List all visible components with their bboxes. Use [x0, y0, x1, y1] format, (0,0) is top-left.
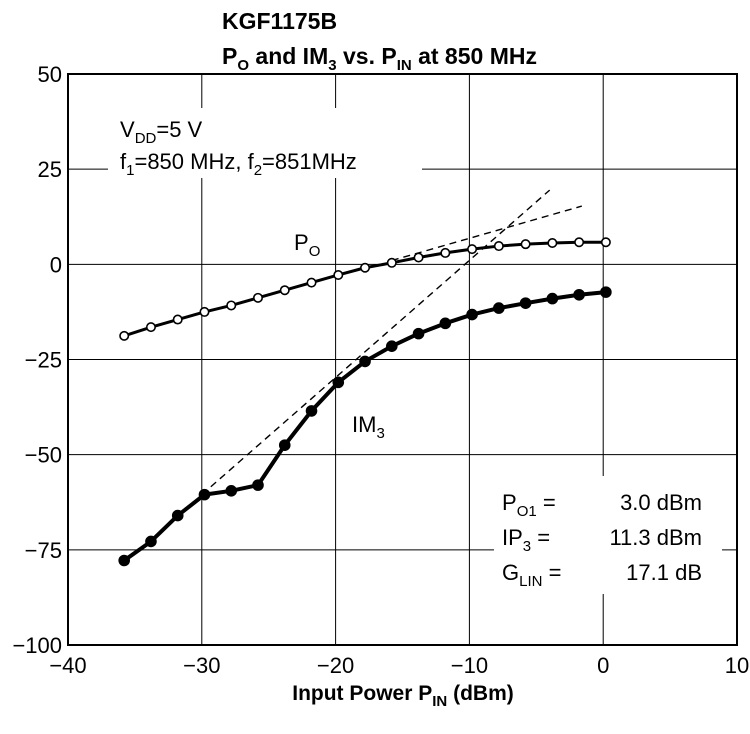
series-point-P_O-15 — [521, 240, 529, 248]
series-point-P_O-11 — [414, 253, 422, 261]
series-point-IM_3-10 — [387, 341, 397, 351]
x-tick-label-5: 10 — [725, 653, 749, 678]
x-tick-label-3: −10 — [451, 653, 488, 678]
y-tick-label-2: 0 — [50, 252, 62, 277]
y-tick-label-0: 50 — [38, 62, 62, 87]
extrapolation-line-0 — [392, 206, 582, 260]
y-tick-label-3: −25 — [25, 348, 62, 373]
series-point-IM_3-0 — [119, 555, 129, 565]
series-line-P_O — [124, 242, 606, 336]
series-point-IM_3-3 — [199, 490, 209, 500]
series-point-IM_3-9 — [360, 356, 370, 366]
series-point-IM_3-16 — [547, 294, 557, 304]
series-point-P_O-17 — [575, 238, 583, 246]
series-point-P_O-3 — [200, 308, 208, 316]
x-tick-label-1: −30 — [183, 653, 220, 678]
series-point-P_O-0 — [120, 332, 128, 340]
series-point-P_O-4 — [227, 301, 235, 309]
x-tick-label-2: −20 — [317, 653, 354, 678]
extrapolation-line-1 — [202, 190, 550, 495]
series-point-P_O-1 — [147, 323, 155, 331]
series-point-IM_3-8 — [333, 377, 343, 387]
y-tick-label-1: 25 — [38, 157, 62, 182]
y-tick-label-6: −100 — [12, 633, 62, 658]
series-point-P_O-18 — [602, 238, 610, 246]
series-point-IM_3-17 — [574, 290, 584, 300]
x-axis-label: Input Power PIN (dBm) — [292, 682, 514, 710]
series-point-P_O-8 — [334, 271, 342, 279]
result-value-2: 17.1 dB — [626, 560, 702, 585]
series-point-P_O-2 — [174, 315, 182, 323]
series-point-P_O-12 — [441, 249, 449, 257]
y-tick-label-5: −75 — [25, 538, 62, 563]
series-point-P_O-5 — [254, 294, 262, 302]
result-value-0: 3.0 dBm — [620, 490, 702, 515]
series-point-P_O-16 — [548, 239, 556, 247]
series-point-IM_3-18 — [601, 287, 611, 297]
series-point-IM_3-6 — [280, 440, 290, 450]
series-point-IM_3-14 — [494, 303, 504, 313]
chart-title-line2: PO and IM3 vs. PIN at 850 MHz — [222, 43, 537, 74]
series-point-IM_3-7 — [307, 406, 317, 416]
series-point-IM_3-5 — [253, 480, 263, 490]
series-point-IM_3-15 — [521, 298, 531, 308]
series-point-IM_3-12 — [440, 318, 450, 328]
series-point-P_O-10 — [388, 259, 396, 267]
series-label-im3: IM3 — [352, 412, 385, 442]
series-point-P_O-13 — [468, 245, 476, 253]
series-point-P_O-14 — [495, 242, 503, 250]
series-point-IM_3-1 — [146, 536, 156, 546]
series-point-IM_3-2 — [173, 511, 183, 521]
result-value-1: 11.3 dBm — [609, 525, 702, 550]
series-point-IM_3-4 — [226, 486, 236, 496]
series-point-IM_3-11 — [414, 329, 424, 339]
y-tick-label-4: −50 — [25, 443, 62, 468]
chart-title-line1: KGF1175B — [222, 8, 337, 34]
series-point-IM_3-13 — [467, 310, 477, 320]
series-point-P_O-7 — [307, 278, 315, 286]
series-point-P_O-6 — [281, 286, 289, 294]
x-tick-label-4: 0 — [597, 653, 609, 678]
series-point-P_O-9 — [361, 264, 369, 272]
